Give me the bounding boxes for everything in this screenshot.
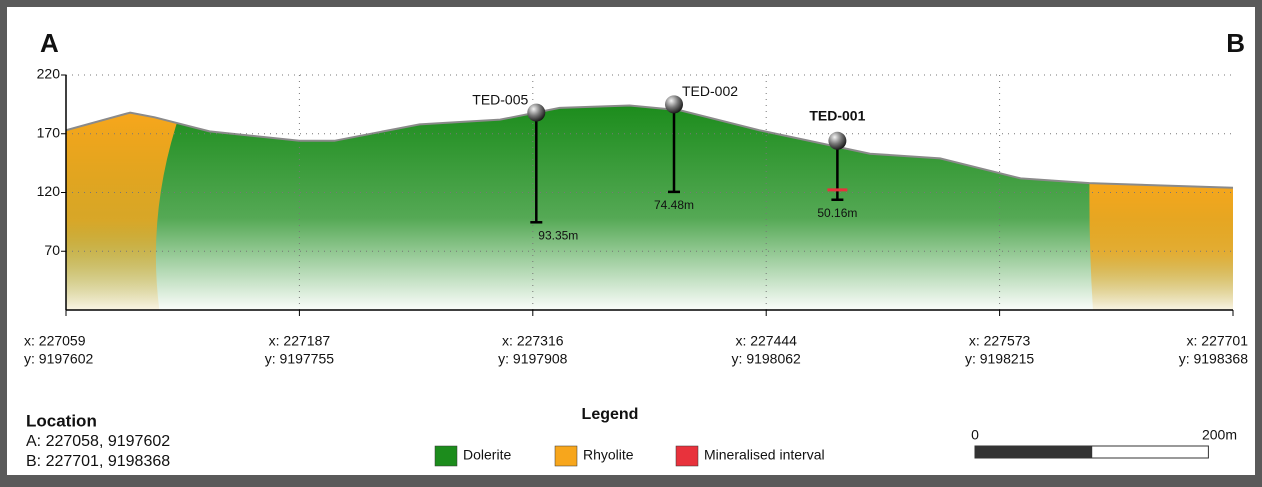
- x-tick-label: x: 227059: [24, 333, 86, 349]
- depth-label: 93.35m: [538, 228, 578, 242]
- scale-start: 0: [971, 427, 979, 443]
- y-tick-label: 70: [44, 242, 60, 258]
- legend-label: Dolerite: [463, 447, 511, 463]
- y-tick-label: 170: [37, 124, 61, 140]
- rhyolite-body: [1089, 183, 1233, 310]
- x-tick-label: x: 227444: [735, 333, 797, 349]
- collar: [527, 104, 545, 122]
- hole-name: TED-002: [682, 83, 738, 99]
- y-tick-label: 220: [37, 66, 61, 82]
- x-tick-label: y: 9197908: [498, 351, 567, 367]
- hole-name: TED-005: [472, 91, 528, 107]
- location-line: B: 227701, 9198368: [26, 453, 170, 470]
- x-tick-label: y: 9197755: [265, 351, 334, 367]
- depth-label: 74.48m: [654, 198, 694, 212]
- legend-swatch: [435, 446, 457, 466]
- corner-label: B: [1226, 28, 1245, 58]
- collar: [665, 95, 683, 113]
- x-tick-label: x: 227701: [1187, 333, 1249, 349]
- collar: [828, 132, 846, 150]
- location-title: Location: [26, 411, 97, 430]
- x-tick-label: x: 227573: [969, 333, 1031, 349]
- legend-title: Legend: [582, 406, 639, 423]
- scale-bar-dark: [975, 446, 1092, 458]
- x-tick-label: y: 9198215: [965, 351, 1034, 367]
- location-line: A: 227058, 9197602: [26, 433, 170, 450]
- scale-end: 200m: [1202, 427, 1237, 443]
- depth-label: 50.16m: [817, 206, 857, 220]
- scale-bar-light: [1092, 446, 1209, 458]
- x-tick-label: y: 9198062: [732, 351, 801, 367]
- x-tick-label: y: 9197602: [24, 351, 93, 367]
- page: A B Location A: 227058, 9197602 B: 22770…: [0, 0, 1262, 482]
- x-tick-label: x: 227187: [269, 333, 331, 349]
- legend-label: Mineralised interval: [704, 447, 825, 463]
- corner-label: A: [40, 28, 59, 58]
- legend-swatch: [676, 446, 698, 466]
- x-tick-label: x: 227316: [502, 333, 564, 349]
- y-tick-label: 120: [37, 183, 61, 199]
- mineralised-interval: [827, 188, 847, 191]
- x-tick-label: y: 9198368: [1179, 351, 1248, 367]
- legend-swatch: [555, 446, 577, 466]
- legend-label: Rhyolite: [583, 447, 634, 463]
- section-view: A B Location A: 227058, 9197602 B: 22770…: [0, 0, 1262, 482]
- hole-name: TED-001: [809, 108, 865, 124]
